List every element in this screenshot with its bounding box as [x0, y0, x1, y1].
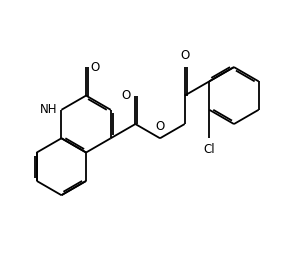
Text: O: O — [180, 49, 189, 62]
Text: O: O — [90, 61, 100, 74]
Text: NH: NH — [40, 103, 57, 116]
Text: O: O — [155, 120, 165, 133]
Text: Cl: Cl — [204, 143, 215, 157]
Text: O: O — [122, 89, 131, 102]
